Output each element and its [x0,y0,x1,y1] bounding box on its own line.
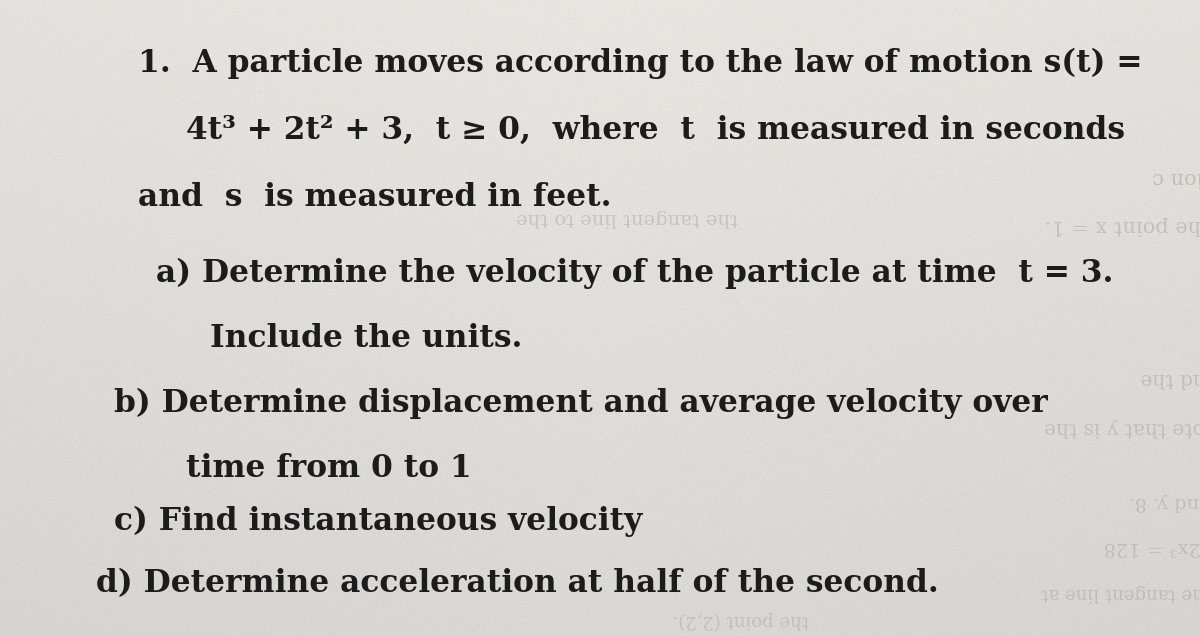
Text: time from 0 to 1: time from 0 to 1 [186,453,472,484]
Text: a) Determine the velocity of the particle at time  t = 3.: a) Determine the velocity of the particl… [156,258,1114,289]
Text: c) Find instantaneous velocity: c) Find instantaneous velocity [114,506,642,537]
Text: and  s  is measured in feet.: and s is measured in feet. [138,182,612,212]
Text: 5x² - x⁴y⁵ + 2x³ = 128: 5x² - x⁴y⁵ + 2x³ = 128 [1104,538,1200,556]
Text: given point. Note that y is the: given point. Note that y is the [1044,418,1200,437]
Text: Use implicit differentiation to find the: Use implicit differentiation to find the [1140,369,1200,388]
Text: d) Determine acceleration at half of the second.: d) Determine acceleration at half of the… [96,568,938,598]
Text: 4t³ + 2t² + 3,  t ≥ 0,  where  t  is measured in seconds: 4t³ + 2t² + 3, t ≥ 0, where t is measure… [186,115,1126,146]
Text: b) Determine displacement and average velocity over: b) Determine displacement and average ve… [114,388,1048,420]
Text: 1.  A particle moves according to the law of motion s(t) =: 1. A particle moves according to the law… [138,48,1142,80]
Text: Find y. 8.: Find y. 8. [1128,494,1200,511]
Text: JS Find equation of the tangent line at: JS Find equation of the tangent line at [1044,584,1200,602]
Text: the tangent line to the: the tangent line to the [516,209,738,226]
Text: the point (2,2).: the point (2,2). [672,611,809,629]
Text: curve y(x) at the point x = 1.: curve y(x) at the point x = 1. [1044,216,1200,235]
Text: Include the units.: Include the units. [210,323,522,354]
Text: b) Determine the equation c: b) Determine the equation c [1152,169,1200,188]
